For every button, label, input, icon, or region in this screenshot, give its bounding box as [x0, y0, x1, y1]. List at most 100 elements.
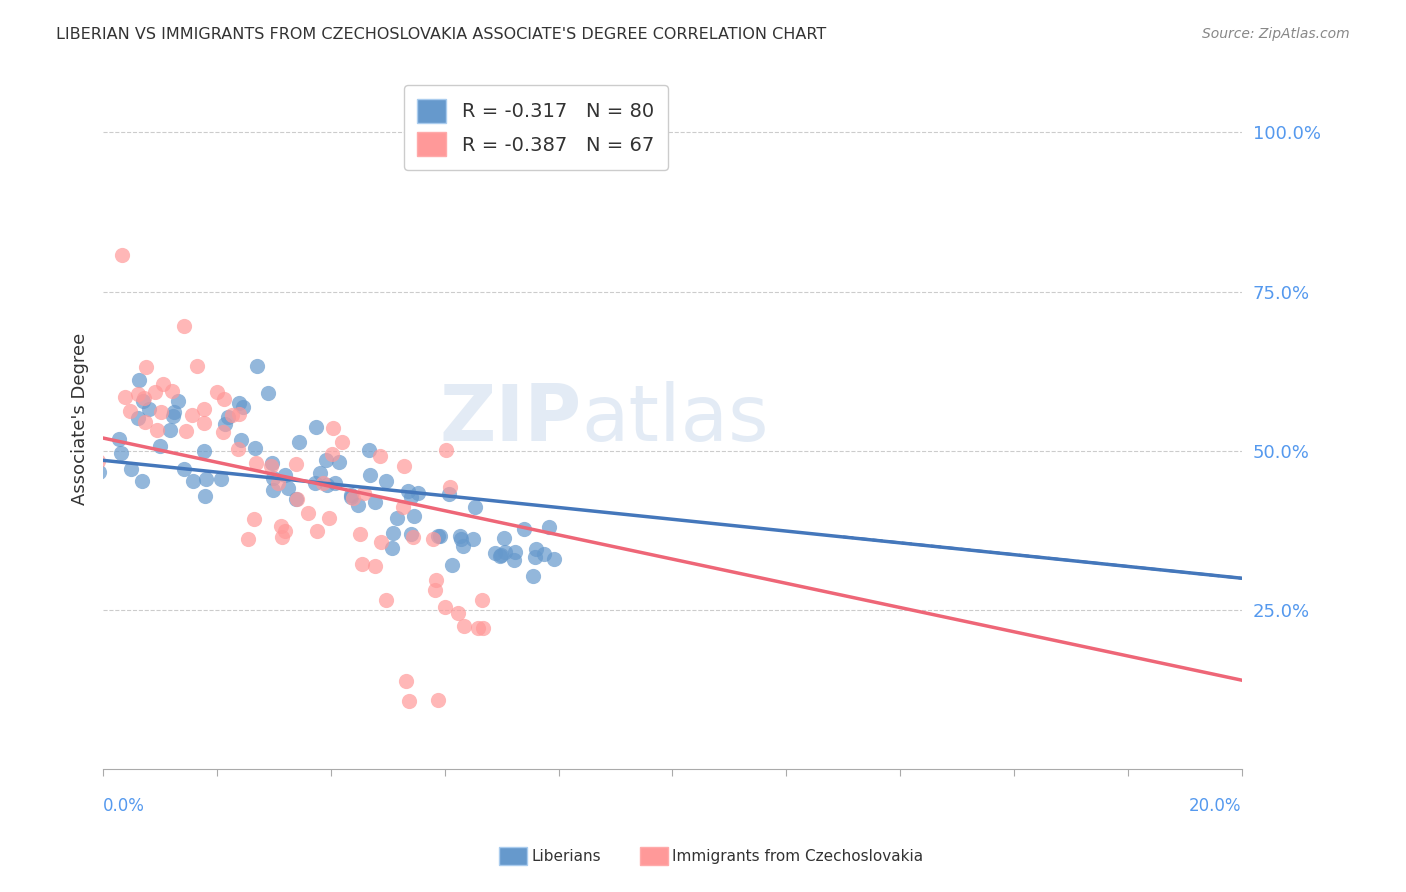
Point — [146, 423, 169, 437]
Point — [183, 475, 205, 489]
Point — [297, 506, 319, 520]
Point — [132, 393, 155, 408]
Point — [471, 592, 494, 607]
Point — [381, 541, 404, 556]
Point — [450, 532, 472, 546]
Point — [131, 475, 153, 489]
Point — [322, 421, 344, 435]
Point — [492, 532, 515, 546]
Point — [262, 483, 284, 497]
Point — [207, 384, 229, 399]
Point — [321, 447, 343, 461]
Point — [212, 392, 235, 406]
Point — [434, 443, 457, 458]
Point — [114, 390, 136, 404]
Point — [173, 462, 195, 476]
Point — [127, 386, 149, 401]
Point — [467, 621, 489, 635]
Point — [214, 417, 236, 431]
Text: 20.0%: 20.0% — [1189, 797, 1241, 815]
Point — [176, 425, 198, 439]
Point — [408, 486, 430, 500]
Y-axis label: Associate's Degree: Associate's Degree — [72, 333, 89, 505]
Point — [395, 674, 418, 689]
Point — [374, 475, 396, 489]
Point — [340, 491, 363, 505]
Point — [193, 489, 215, 503]
Point — [193, 416, 215, 430]
Point — [347, 499, 370, 513]
Point — [186, 359, 208, 373]
Point — [439, 480, 461, 494]
Point — [503, 545, 526, 559]
Point — [404, 508, 426, 523]
Point — [132, 391, 155, 405]
Point — [426, 692, 449, 706]
Point — [181, 408, 204, 422]
Point — [134, 415, 156, 429]
Text: Liberians: Liberians — [531, 849, 602, 863]
Point — [429, 529, 451, 543]
Point — [138, 402, 160, 417]
Point — [533, 547, 555, 561]
Point — [543, 552, 565, 566]
Point — [359, 468, 381, 483]
Point — [451, 539, 474, 553]
Point — [167, 394, 190, 409]
Point — [274, 467, 297, 482]
Text: atlas: atlas — [581, 381, 769, 457]
Point — [229, 433, 252, 447]
Point — [274, 524, 297, 539]
Point — [257, 386, 280, 401]
Text: ZIP: ZIP — [439, 381, 581, 457]
Point — [399, 490, 422, 504]
Point — [512, 522, 534, 536]
Point — [89, 465, 111, 479]
Point — [259, 459, 281, 474]
Point — [236, 532, 259, 546]
Point — [143, 385, 166, 400]
Point — [308, 466, 330, 480]
Point — [193, 401, 215, 416]
Point — [315, 453, 337, 467]
Point — [243, 512, 266, 526]
Point — [159, 424, 181, 438]
Point — [464, 500, 486, 514]
Point — [228, 396, 250, 410]
Point — [396, 484, 419, 499]
Point — [285, 491, 308, 506]
Point — [328, 455, 350, 469]
Point — [489, 549, 512, 564]
Point — [325, 476, 347, 491]
Point — [149, 439, 172, 453]
Point — [537, 520, 560, 534]
Point — [285, 491, 308, 506]
FancyBboxPatch shape — [499, 847, 527, 865]
Point — [433, 600, 456, 615]
Point — [423, 582, 446, 597]
Point — [318, 511, 340, 525]
Point — [357, 442, 380, 457]
Point — [382, 526, 405, 541]
Point — [246, 359, 269, 373]
Point — [288, 435, 311, 450]
Point — [484, 545, 506, 559]
FancyBboxPatch shape — [640, 847, 668, 865]
Point — [399, 527, 422, 541]
Text: Immigrants from Czechoslovakia: Immigrants from Czechoslovakia — [672, 849, 924, 863]
Point — [120, 462, 142, 476]
Point — [221, 409, 243, 423]
Point — [111, 248, 134, 262]
Point — [267, 475, 290, 490]
Point — [363, 559, 385, 574]
Point — [449, 529, 471, 543]
Point — [232, 400, 254, 414]
Point — [107, 433, 129, 447]
Point — [522, 569, 544, 583]
Point — [427, 529, 450, 543]
Text: LIBERIAN VS IMMIGRANTS FROM CZECHOSLOVAKIA ASSOCIATE'S DEGREE CORRELATION CHART: LIBERIAN VS IMMIGRANTS FROM CZECHOSLOVAK… — [56, 27, 827, 42]
Point — [401, 530, 423, 544]
Point — [162, 409, 184, 423]
Point — [440, 558, 463, 572]
Point — [270, 518, 292, 533]
